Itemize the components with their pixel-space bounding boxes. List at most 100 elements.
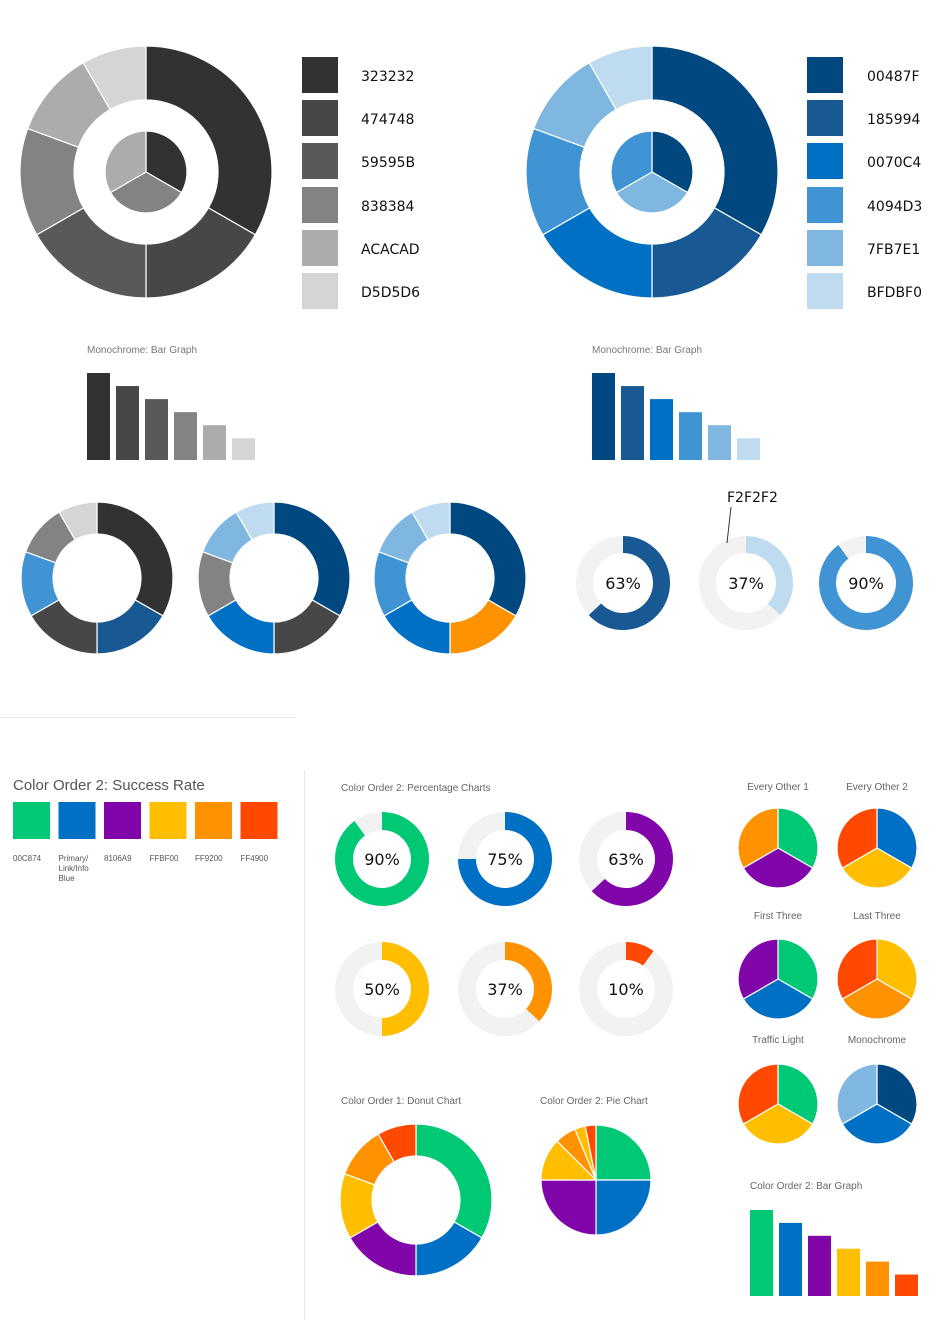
pie-order2-title: Color Order 2: Pie Chart [540,1096,648,1107]
mono-legend-label: 59595B [361,155,415,171]
blue-bar-bar-5 [737,438,760,460]
mono-legend-label: D5D5D6 [361,285,420,301]
pie-every-other-1-slice-0 [777,807,819,869]
mid-donut-3-slice-0 [449,501,527,617]
success-swatch-label: Link/Info [59,864,90,873]
success-rate-title: Color Order 2: Success Rate [13,777,205,794]
blue-bar-bar-1 [621,386,644,460]
pct-63-value-arc [591,812,674,906]
pie-traffic-light-title: Traffic Light [752,1035,804,1046]
success-swatch-label: 00C874 [13,854,42,863]
section-divider [0,717,296,718]
pct-90-value-arc [334,812,429,907]
pct-10-label: 10% [608,980,644,999]
blue-legend-swatch [807,57,843,93]
column-divider [304,770,305,1320]
pct-blue-90-label: 90% [848,574,884,593]
pct-blue-37-value-arc [746,536,793,616]
pie-every-other-2-slice-0 [876,807,918,869]
blue-legend-swatch [807,187,843,223]
pct-charts-title: Color Order 2: Percentage Charts [341,783,491,794]
mono-bar-bar-5 [232,438,255,460]
success-swatch-label: Primary/ [59,854,90,863]
big-donut-blue-outer-slice-0 [651,45,779,236]
f2-callout-line [726,506,732,544]
mono-bar-bar-0 [87,373,110,460]
pie-monochrome-title: Monochrome [848,1035,907,1046]
pie-first-three-slice-0 [777,938,819,1000]
success-swatch [104,802,141,839]
success-swatch-label: FF9200 [195,854,223,863]
pie-every-other-2-title: Every Other 2 [846,782,908,793]
bar-order2-bar-5 [895,1274,918,1296]
pie-every-other-2-slice-2 [836,807,878,869]
pie-order2-slice-0 [595,1124,652,1181]
pie-first-three-slice-2 [737,938,779,1000]
pie-order2-slice-6 [584,1124,597,1181]
pct-blue-63-label: 63% [605,574,641,593]
pie-last-three-title: Last Three [853,911,901,922]
pie-last-three-slice-2 [836,938,878,1000]
f2-callout-label: F2F2F2 [727,490,778,506]
big-donut-mono-outer-slice-5 [82,45,147,111]
donut-order1-slice-5 [377,1123,417,1163]
success-swatch [58,802,96,839]
pie-traffic-light-slice-2 [737,1063,779,1125]
blue-legend-label: 7FB7E1 [867,242,920,258]
pct-63-label: 63% [608,850,644,869]
bar-order2-bar-4 [866,1261,889,1296]
pct-50-label: 50% [364,980,400,999]
mono-bar-title: Monochrome: Bar Graph [87,345,197,356]
big-donut-blue-inner-slice-1 [615,171,689,214]
mono-legend-label: 838384 [361,199,415,215]
blue-legend-label: BFDBF0 [867,285,922,301]
bar-order2-title: Color Order 2: Bar Graph [750,1181,862,1192]
big-donut-mono-inner-slice-2 [104,130,147,194]
mono-legend-swatch [302,57,338,93]
blue-bar-bar-0 [592,373,615,460]
bar-order2-bar-0 [750,1210,773,1296]
blue-legend-label: 4094D3 [867,199,922,215]
big-donut-blue-inner-slice-2 [610,130,653,194]
mono-legend-swatch [302,187,338,223]
pie-order2-slice-2 [540,1179,597,1236]
success-swatch [13,802,50,839]
blue-legend-label: 00487F [867,69,920,85]
blue-legend-swatch [807,143,843,179]
blue-legend-swatch [807,273,843,309]
mono-bar-bar-3 [174,412,197,460]
pct-37-value-arc [505,942,552,1022]
blue-legend-label: 185994 [867,112,921,128]
pie-every-other-1-title: Every Other 1 [747,782,809,793]
mono-legend-label: 474748 [361,112,414,128]
pct-blue-63-value-arc [588,536,670,630]
mono-bar-bar-1 [116,386,139,460]
mid-donut-2-slice-5 [235,501,275,541]
success-swatch [149,802,187,839]
blue-bar-bar-2 [650,399,673,460]
mono-legend-label: ACACAD [361,242,420,258]
big-donut-mono-inner-slice-0 [145,130,188,194]
big-donut-mono-outer-slice-0 [145,45,273,236]
mid-donut-3-slice-5 [411,501,451,541]
blue-legend-swatch [807,100,843,136]
mid-donut-2-slice-0 [273,501,351,617]
pct-10-value-arc [626,942,654,966]
pie-last-three-slice-0 [876,938,918,1000]
mono-legend-swatch [302,100,338,136]
pct-75-label: 75% [487,850,523,869]
pie-first-three-title: First Three [754,911,803,922]
success-swatch [240,802,278,839]
mono-legend-swatch [302,230,338,266]
big-donut-mono-inner-slice-1 [109,171,183,214]
pct-75-value-arc [458,812,552,906]
bar-order2-bar-1 [779,1222,802,1296]
pie-monochrome-slice-2 [836,1063,878,1125]
pie-every-other-1-slice-2 [737,807,779,869]
mono-legend-swatch [302,143,338,179]
bar-order2-bar-3 [837,1248,860,1296]
mono-legend-swatch [302,273,338,309]
success-swatch-label: FFBF00 [150,854,179,863]
